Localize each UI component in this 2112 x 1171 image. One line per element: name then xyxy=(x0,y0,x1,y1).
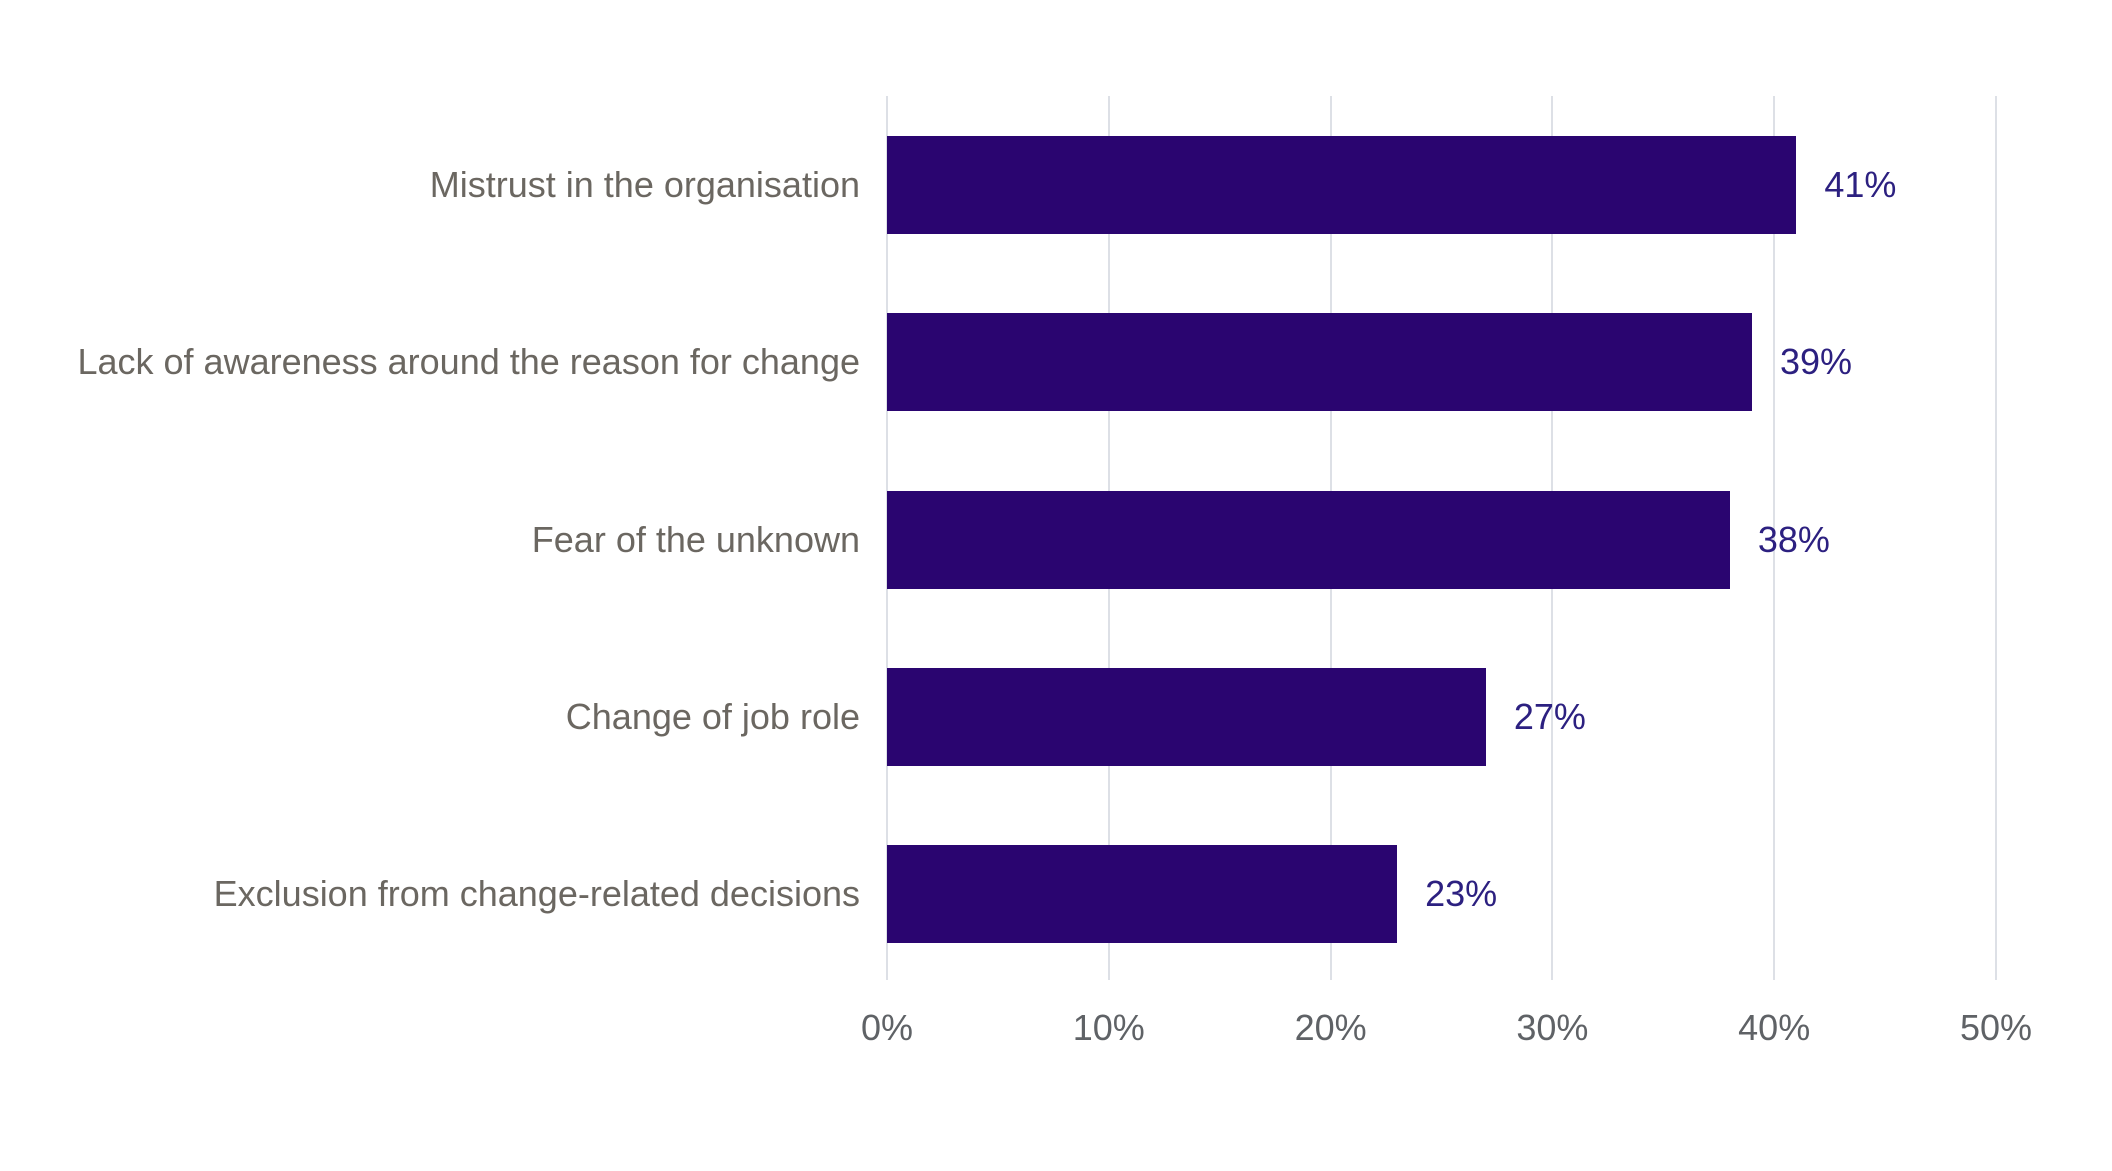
x-tick-label: 40% xyxy=(1738,1007,1811,1048)
x-tick-label: 30% xyxy=(1516,1007,1589,1048)
value-label: 38% xyxy=(1757,518,1830,560)
bar xyxy=(887,667,1486,766)
x-tick-label: 50% xyxy=(1959,1007,2033,1048)
value-label: 41% xyxy=(1824,164,1897,205)
x-tick-label: 0% xyxy=(860,1007,914,1048)
bar xyxy=(887,136,1797,234)
category-label: Fear of the unknown xyxy=(531,518,860,560)
category-label: Lack of awareness around the reason for … xyxy=(77,341,860,383)
x-tick-label: 20% xyxy=(1294,1007,1367,1048)
value-label: 39% xyxy=(1780,341,1853,383)
x-tick-label: 10% xyxy=(1072,1007,1145,1048)
bar xyxy=(887,490,1730,589)
gridline-50% xyxy=(1995,96,1997,980)
bar xyxy=(887,313,1753,412)
bar xyxy=(887,845,1398,943)
category-label: Exclusion from change-related decisions xyxy=(213,873,860,914)
category-label: Mistrust in the organisation xyxy=(429,164,860,205)
value-label: 23% xyxy=(1425,873,1498,914)
category-label: Change of job role xyxy=(565,695,860,737)
value-label: 27% xyxy=(1513,695,1586,737)
gridline-40% xyxy=(1773,96,1776,980)
